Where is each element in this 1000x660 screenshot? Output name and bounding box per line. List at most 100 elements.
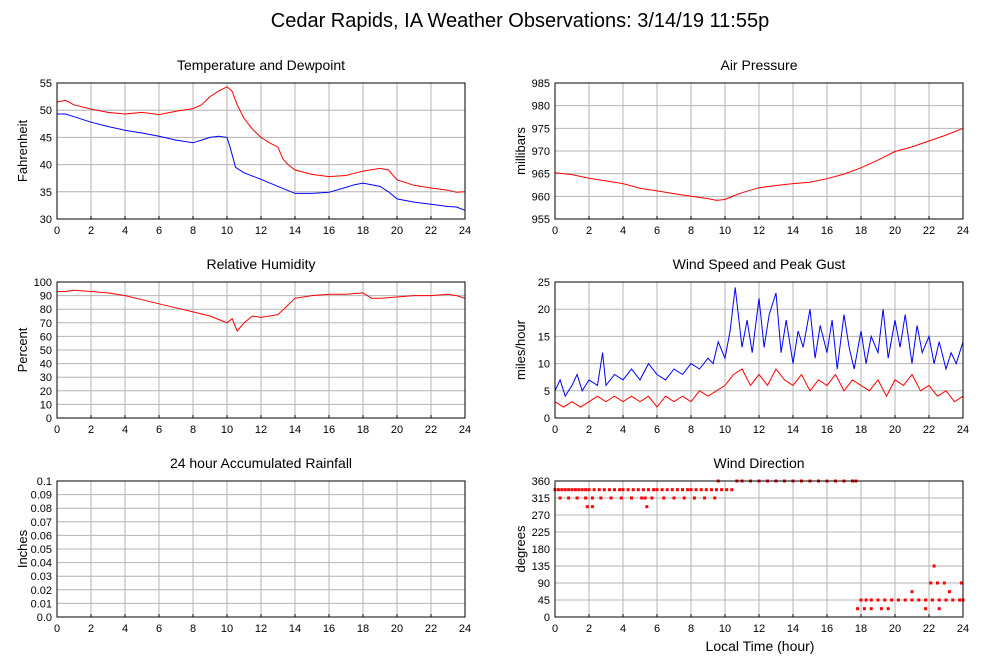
chart-title: Air Pressure [720,57,797,73]
data-point [585,505,589,509]
x-tick-label: 0 [552,424,558,436]
x-tick-label: 8 [190,225,196,237]
y-tick-label: 70 [40,318,52,330]
data-point [592,488,596,492]
y-tick-label: 0.0 [37,612,52,624]
y-axis-label: Fahrenheit [15,120,30,183]
x-tick-label: 6 [156,623,162,635]
chart-title: Wind Speed and Peak Gust [673,256,846,272]
y-tick-label: 0.09 [31,490,52,502]
data-point [567,496,571,500]
data-point [636,488,640,492]
y-tick-label: 0.08 [31,503,52,515]
data-point [932,564,936,568]
x-tick-label: 12 [753,225,765,237]
data-point [864,598,868,602]
x-tick-label: 18 [855,225,867,237]
plot-frame [56,281,466,419]
data-point [590,505,594,509]
data-point [618,488,622,492]
data-point [675,488,679,492]
x-tick-label: 8 [688,623,694,635]
data-point [556,488,560,492]
x-tick-label: 14 [787,623,799,635]
x-tick-label: 2 [586,225,592,237]
data-point [577,488,581,492]
data-point [584,496,588,500]
x-tick-label: 18 [357,424,369,436]
series-line [554,368,964,408]
data-point [924,598,928,602]
data-point [924,607,928,611]
data-point [626,488,630,492]
x-tick-label: 16 [323,623,335,635]
y-tick-label: 10 [538,359,550,371]
data-point [655,488,659,492]
x-tick-label: 8 [688,225,694,237]
y-tick-label: 10 [40,399,52,411]
data-point [672,496,676,500]
x-tick-label: 16 [323,424,335,436]
data-point [910,590,914,594]
data-point [694,488,698,492]
data-point [720,488,724,492]
data-point [917,598,921,602]
data-point [947,590,951,594]
x-tick-label: 14 [289,424,301,436]
data-point [715,488,718,492]
data-point [621,488,625,492]
x-tick-label: 24 [459,225,471,237]
data-point [590,496,594,500]
y-tick-label: 45 [538,595,550,607]
x-tick-label: 14 [289,623,301,635]
data-point [662,496,666,500]
y-tick-label: 135 [532,561,550,573]
series-line [57,113,466,211]
y-tick-label: 0.04 [31,558,52,570]
data-point [599,496,603,500]
plot-frame [56,480,466,618]
x-tick-label: 0 [552,225,558,237]
x-tick-label: 22 [425,225,437,237]
y-axis-label: Inches [15,529,30,568]
series-line [56,86,466,193]
data-point [703,496,707,500]
chart-title: Temperature and Dewpoint [177,57,345,73]
x-tick-label: 12 [753,424,765,436]
data-point [652,488,656,492]
data-point [584,488,588,492]
y-tick-label: 40 [40,160,52,172]
x-tick-label: 8 [190,424,196,436]
x-tick-label: 14 [787,424,799,436]
x-tick-label: 16 [323,225,335,237]
data-point [609,496,613,500]
data-point [670,488,674,492]
data-point [944,598,948,602]
data-point [631,488,635,492]
x-tick-label: 0 [54,424,60,436]
data-point [645,505,649,509]
x-tick-label: 2 [88,225,94,237]
x-tick-label: 8 [190,623,196,635]
data-point [930,598,934,602]
data-point [567,488,571,492]
x-tick-label: 6 [654,225,660,237]
y-tick-label: 0.02 [31,585,52,597]
chart-title: Wind Direction [713,455,804,471]
y-tick-label: 0.03 [31,571,52,583]
x-tick-label: 20 [889,424,901,436]
plot-frame [554,480,964,618]
y-axis-label: millibars [513,127,528,175]
y-tick-label: 15 [538,331,550,343]
y-tick-label: 360 [532,476,550,488]
x-tick-label: 10 [719,424,731,436]
x-tick-label: 10 [719,225,731,237]
y-tick-label: 980 [532,101,550,113]
x-axis-label: Local Time (hour) [706,638,815,654]
x-tick-label: 14 [787,225,799,237]
data-point [597,488,601,492]
y-tick-label: 40 [40,359,52,371]
data-point [958,598,962,602]
data-point [560,488,564,492]
